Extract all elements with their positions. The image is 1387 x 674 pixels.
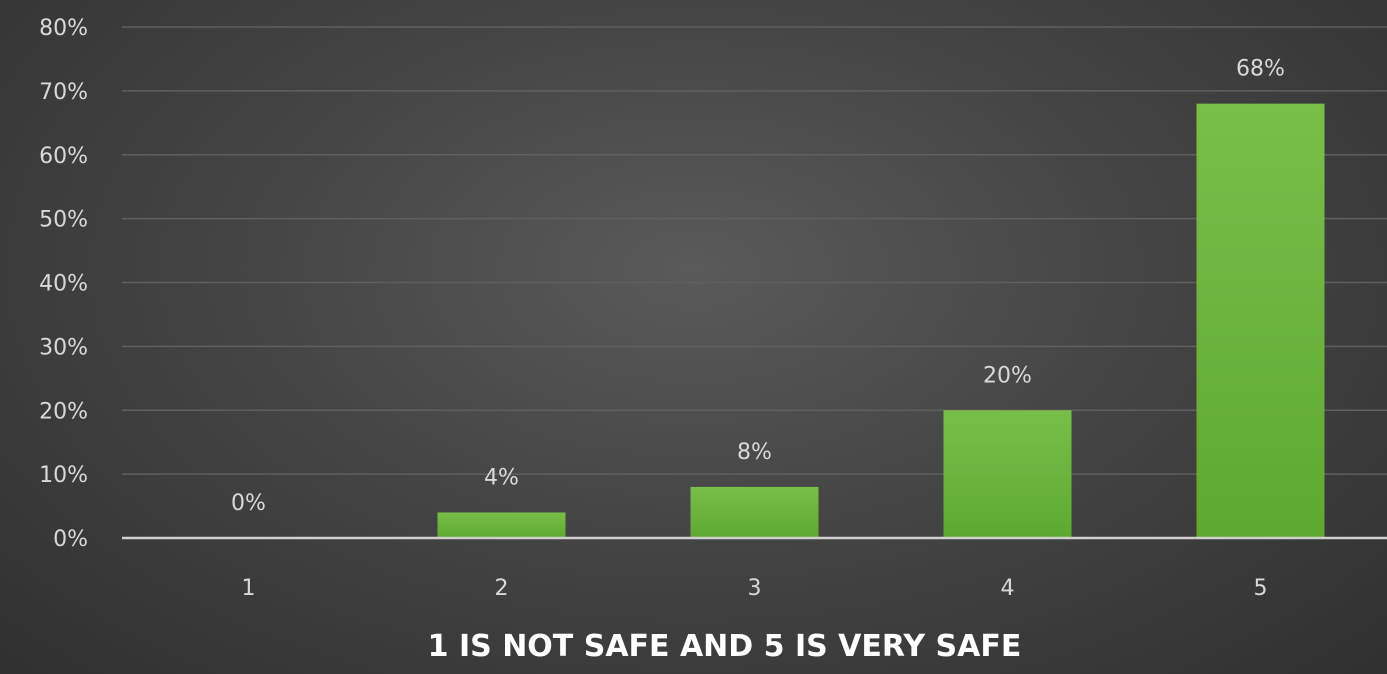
data-labels: 0% 4% 8% 20% 68% bbox=[231, 57, 1285, 516]
data-label-5: 68% bbox=[1236, 57, 1285, 82]
bar-2 bbox=[437, 512, 566, 538]
y-tick-label: 80% bbox=[39, 16, 88, 41]
y-tick-label: 50% bbox=[39, 208, 88, 233]
x-tick-label: 1 bbox=[242, 576, 256, 601]
y-tick-label: 20% bbox=[39, 399, 88, 424]
x-tick-label: 4 bbox=[1001, 576, 1015, 601]
x-tick-label: 5 bbox=[1254, 576, 1268, 601]
x-axis-title: 1 IS NOT SAFE AND 5 IS VERY SAFE bbox=[428, 629, 1022, 664]
y-tick-label: 10% bbox=[39, 463, 88, 488]
bar-3 bbox=[690, 486, 819, 538]
x-tick-label: 2 bbox=[495, 576, 509, 601]
bar-5 bbox=[1196, 103, 1325, 539]
y-axis-ticks: 0% 10% 20% 30% 40% 50% 60% 70% 80% bbox=[39, 16, 88, 552]
data-label-3: 8% bbox=[737, 440, 772, 465]
y-tick-label: 70% bbox=[39, 80, 88, 105]
x-tick-label: 3 bbox=[748, 576, 762, 601]
y-tick-label: 30% bbox=[39, 335, 88, 360]
y-tick-label: 40% bbox=[39, 272, 88, 297]
data-label-1: 0% bbox=[231, 491, 266, 516]
y-tick-label: 60% bbox=[39, 144, 88, 169]
bar-4 bbox=[943, 410, 1072, 538]
bars bbox=[437, 103, 1325, 539]
data-label-2: 4% bbox=[484, 465, 519, 490]
data-label-4: 20% bbox=[983, 363, 1032, 388]
gridlines bbox=[122, 26, 1387, 475]
y-tick-label: 0% bbox=[53, 527, 88, 552]
x-axis-ticks: 1 2 3 4 5 bbox=[242, 576, 1268, 601]
